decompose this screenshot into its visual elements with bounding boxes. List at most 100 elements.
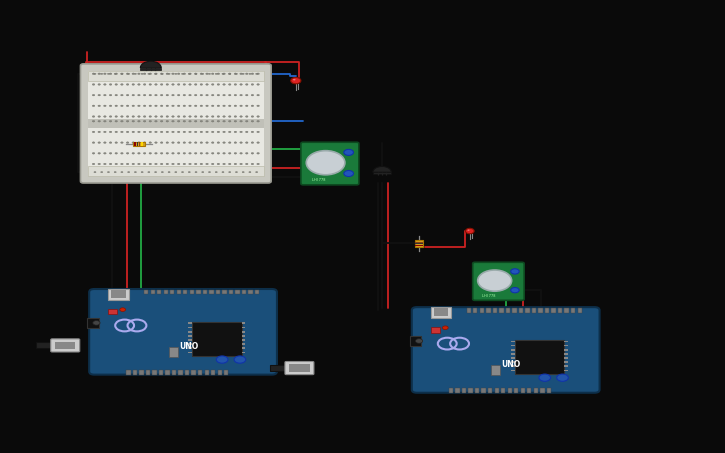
Circle shape bbox=[172, 73, 174, 75]
Circle shape bbox=[206, 105, 208, 106]
Circle shape bbox=[98, 153, 101, 154]
Circle shape bbox=[223, 105, 225, 106]
Circle shape bbox=[212, 120, 214, 122]
Circle shape bbox=[234, 163, 236, 165]
Circle shape bbox=[478, 270, 512, 291]
Circle shape bbox=[228, 73, 231, 75]
Circle shape bbox=[510, 269, 519, 274]
Circle shape bbox=[154, 120, 157, 122]
Bar bbox=[188, 335, 192, 337]
Bar bbox=[241, 347, 245, 349]
Bar bbox=[229, 290, 233, 294]
Circle shape bbox=[306, 151, 345, 175]
Circle shape bbox=[183, 153, 186, 154]
Circle shape bbox=[217, 153, 220, 154]
Circle shape bbox=[154, 142, 157, 144]
Circle shape bbox=[234, 73, 236, 75]
Bar bbox=[449, 388, 453, 393]
Circle shape bbox=[92, 84, 95, 85]
Circle shape bbox=[228, 105, 231, 106]
Bar bbox=[170, 290, 175, 294]
Circle shape bbox=[200, 131, 203, 133]
Bar bbox=[88, 166, 264, 176]
Bar bbox=[241, 352, 245, 353]
Circle shape bbox=[154, 84, 157, 85]
Circle shape bbox=[166, 163, 169, 165]
Circle shape bbox=[251, 131, 254, 133]
Bar bbox=[198, 370, 202, 375]
Circle shape bbox=[101, 171, 103, 173]
Circle shape bbox=[212, 142, 214, 144]
Circle shape bbox=[172, 153, 174, 154]
Circle shape bbox=[115, 163, 117, 165]
Bar bbox=[188, 323, 192, 324]
Circle shape bbox=[138, 84, 140, 85]
Bar bbox=[415, 242, 423, 243]
Circle shape bbox=[217, 105, 220, 106]
Bar bbox=[289, 364, 310, 372]
Circle shape bbox=[126, 73, 129, 75]
Bar bbox=[88, 71, 264, 81]
Circle shape bbox=[510, 288, 519, 293]
Circle shape bbox=[212, 131, 214, 133]
Circle shape bbox=[188, 94, 191, 96]
Bar bbox=[564, 366, 568, 367]
Circle shape bbox=[240, 163, 242, 165]
Circle shape bbox=[251, 84, 254, 85]
Circle shape bbox=[468, 230, 470, 231]
Bar bbox=[141, 142, 143, 146]
Circle shape bbox=[154, 163, 157, 165]
FancyBboxPatch shape bbox=[285, 361, 314, 375]
Bar bbox=[216, 290, 220, 294]
Circle shape bbox=[132, 142, 135, 144]
Circle shape bbox=[166, 153, 169, 154]
Circle shape bbox=[228, 131, 231, 133]
Circle shape bbox=[228, 163, 231, 165]
Circle shape bbox=[154, 94, 157, 96]
Circle shape bbox=[200, 116, 203, 117]
Circle shape bbox=[114, 73, 116, 75]
Circle shape bbox=[132, 73, 135, 75]
Circle shape bbox=[92, 131, 95, 133]
Circle shape bbox=[257, 142, 260, 144]
Bar bbox=[136, 142, 138, 146]
Bar bbox=[493, 308, 497, 313]
Bar bbox=[511, 353, 515, 355]
Bar bbox=[506, 308, 510, 313]
Bar bbox=[134, 142, 136, 146]
Bar bbox=[473, 308, 478, 313]
Circle shape bbox=[92, 105, 95, 106]
Circle shape bbox=[217, 94, 220, 96]
Bar bbox=[270, 365, 288, 371]
Bar bbox=[501, 388, 505, 393]
Bar bbox=[112, 290, 126, 298]
Circle shape bbox=[166, 120, 169, 122]
Circle shape bbox=[234, 105, 236, 106]
Circle shape bbox=[228, 94, 231, 96]
Circle shape bbox=[138, 153, 140, 154]
Circle shape bbox=[172, 163, 174, 165]
Circle shape bbox=[160, 84, 163, 85]
Circle shape bbox=[240, 142, 242, 144]
FancyBboxPatch shape bbox=[89, 289, 277, 375]
Circle shape bbox=[149, 163, 152, 165]
Bar bbox=[241, 327, 245, 328]
Circle shape bbox=[144, 153, 146, 154]
Circle shape bbox=[134, 73, 136, 75]
Circle shape bbox=[115, 73, 117, 75]
Bar bbox=[241, 331, 245, 333]
Circle shape bbox=[206, 153, 208, 154]
Circle shape bbox=[183, 142, 186, 144]
Bar bbox=[151, 290, 155, 294]
Circle shape bbox=[206, 142, 208, 144]
Bar bbox=[192, 323, 241, 356]
Circle shape bbox=[251, 73, 254, 75]
Circle shape bbox=[98, 163, 101, 165]
FancyBboxPatch shape bbox=[301, 142, 359, 185]
Circle shape bbox=[246, 73, 248, 75]
Circle shape bbox=[257, 73, 260, 75]
Circle shape bbox=[234, 356, 246, 363]
Circle shape bbox=[154, 153, 157, 154]
Circle shape bbox=[344, 149, 354, 155]
Circle shape bbox=[101, 73, 103, 75]
